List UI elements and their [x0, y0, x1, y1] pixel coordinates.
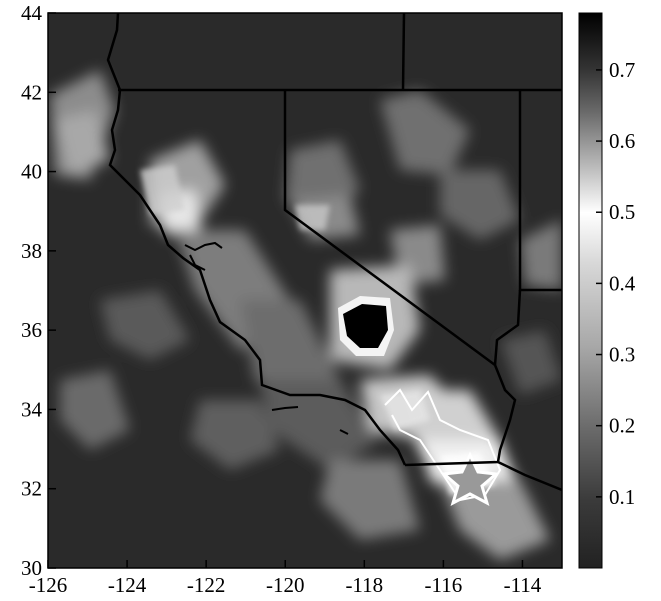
- y-tick-label: 42: [21, 80, 42, 104]
- colorbar-tick-label: 0.1: [609, 485, 635, 509]
- colorbar-tick-label: 0.4: [609, 271, 636, 295]
- y-tick-label: 38: [21, 239, 42, 263]
- x-tick-label: -116: [425, 573, 463, 597]
- x-tick-label: -124: [108, 573, 147, 597]
- y-tick-label: 34: [21, 397, 43, 421]
- y-tick-label: 40: [21, 160, 42, 184]
- y-axis-ticks: 44 42 40 38 36 34 32 30: [21, 1, 56, 580]
- x-tick-label: -120: [266, 573, 305, 597]
- contour-line: [384, 388, 502, 502]
- colorbar-tick-label: 0.3: [609, 343, 635, 367]
- colorbar-tick-label: 0.7: [609, 58, 635, 82]
- islands: [271, 406, 349, 435]
- state-boundaries: [106, 13, 562, 492]
- dark-hotspot: [338, 296, 394, 356]
- colorbar-tick-label: 0.5: [609, 200, 635, 224]
- colorbar-tick-label: 0.2: [609, 414, 635, 438]
- bay-outline: [184, 241, 223, 271]
- plot-frame: [47, 12, 563, 569]
- colorbar-tick-label: 0.6: [609, 129, 635, 153]
- y-tick-label: 32: [21, 477, 42, 501]
- colorbar-ticks: 0.7 0.6 0.5 0.4 0.3 0.2 0.1: [596, 58, 636, 509]
- colorbar: 0.7 0.6 0.5 0.4 0.3 0.2 0.1: [578, 12, 636, 569]
- x-tick-label: -118: [345, 573, 383, 597]
- x-tick-label: -126: [29, 573, 68, 597]
- coastline: [108, 89, 407, 466]
- y-tick-label: 30: [21, 556, 42, 580]
- colorbar-scale: [578, 12, 603, 569]
- hazard-field: [48, 13, 562, 568]
- x-tick-label: -114: [504, 573, 542, 597]
- y-tick-label: 36: [21, 318, 42, 342]
- x-tick-label: -122: [187, 573, 226, 597]
- x-axis-ticks: -126 -124 -122 -120 -118 -116 -114: [29, 560, 542, 597]
- y-tick-label: 44: [21, 1, 43, 25]
- star-marker: [440, 451, 500, 506]
